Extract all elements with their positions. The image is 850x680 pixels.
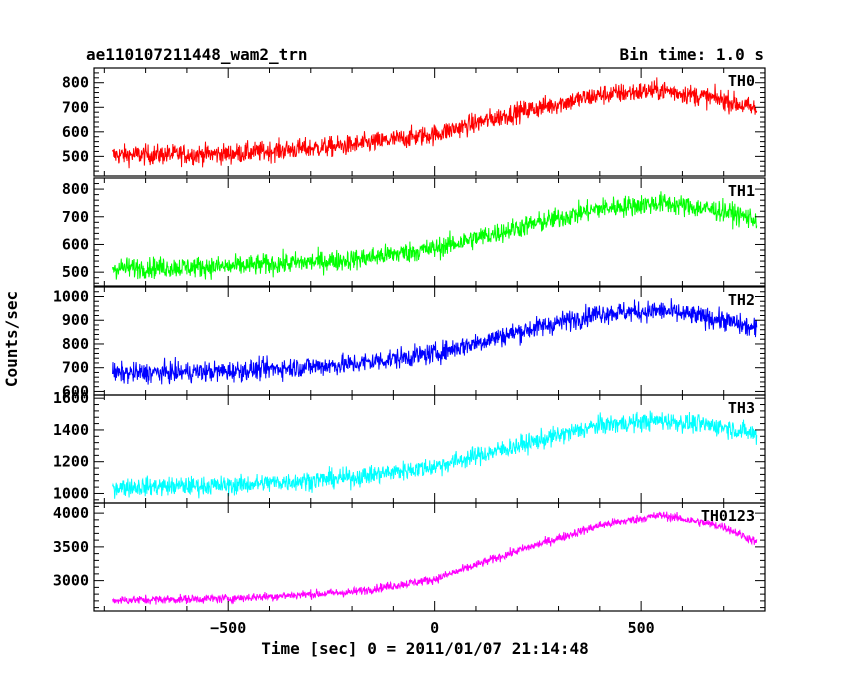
panel-th0: 500 600 700 800 TH0	[62, 67, 766, 177]
y-tick-label: 900	[62, 311, 89, 329]
y-tick-label: 800	[62, 74, 89, 92]
panel-th1: 500 600 700 800 TH1	[62, 177, 766, 287]
y-tick-label: 3000	[53, 572, 89, 590]
panel-th2: 600 700 800 900 1000 TH2	[53, 286, 766, 400]
y-tick-label: 500	[62, 147, 89, 165]
series-line-th1	[112, 191, 758, 280]
y-tick-label: 1600	[53, 389, 89, 407]
bin-time-label: Bin time: 1.0 s	[620, 45, 765, 64]
y-tick-label: 3500	[53, 538, 89, 556]
series-label: TH0	[728, 72, 755, 90]
x-axis-label: Time [sec] 0 = 2011/01/07 21:14:48	[261, 639, 589, 658]
series-label: TH2	[728, 291, 755, 309]
x-tick-label: 0	[430, 619, 439, 637]
y-tick-label: 1400	[53, 421, 89, 439]
y-tick-label: 600	[62, 382, 89, 400]
series-line-th2	[112, 298, 758, 385]
panel-frame	[93, 286, 766, 396]
y-tick-label: 600	[62, 123, 89, 141]
y-tick-label: 800	[62, 335, 89, 353]
series-label: TH1	[728, 182, 755, 200]
y-axis-label: Counts/sec	[2, 291, 21, 387]
y-tick-label: 1200	[53, 453, 89, 471]
y-tick-label: 500	[62, 263, 89, 281]
panel-th3: 1000 1200 1400 1600 TH3	[53, 389, 766, 504]
series-line-th0123	[112, 511, 758, 605]
y-tick-label: 700	[62, 208, 89, 226]
series-label: TH0123	[701, 507, 755, 525]
panel-frame	[93, 502, 766, 612]
y-tick-label: 600	[62, 235, 89, 253]
panel-th0123: 3000 3500 4000 TH0123	[53, 502, 766, 612]
series-label: TH3	[728, 399, 755, 417]
x-tick-label: −500	[210, 619, 246, 637]
panel-frame	[93, 177, 766, 287]
y-tick-label: 1000	[53, 287, 89, 305]
panels: 500 600 700 800 TH0 500 600 700 800 TH1 600 700 800 9…	[53, 67, 766, 612]
x-axis: −500 0 500	[210, 619, 655, 637]
x-tick-label: 500	[628, 619, 655, 637]
y-tick-label: 700	[62, 359, 89, 377]
series-line-th3	[112, 410, 758, 499]
y-tick-label: 700	[62, 98, 89, 116]
chart-title: ae110107211448_wam2_trn	[86, 45, 308, 64]
y-tick-label: 4000	[53, 504, 89, 522]
y-tick-label: 800	[62, 180, 89, 198]
y-tick-label: 1000	[53, 484, 89, 502]
series-line-th0	[112, 77, 758, 169]
